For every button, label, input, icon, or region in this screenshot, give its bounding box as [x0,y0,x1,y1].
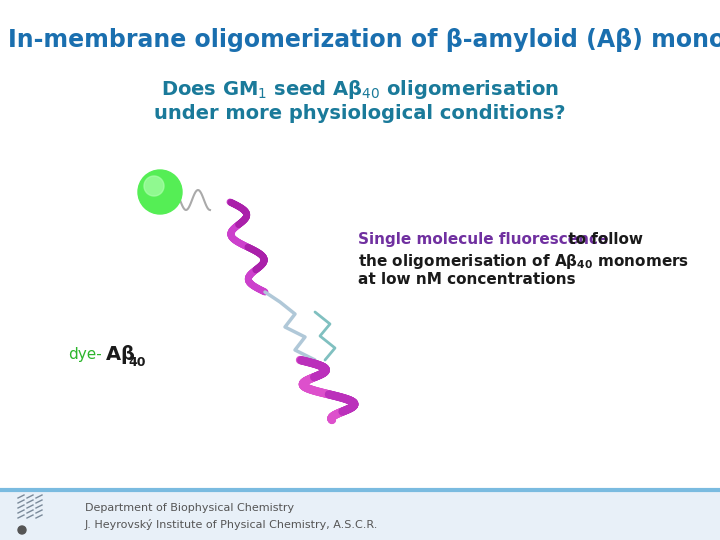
Text: Does GM$_1$ seed Aβ$_{40}$ oligomerisation: Does GM$_1$ seed Aβ$_{40}$ oligomerisati… [161,78,559,101]
Bar [0,491,720,540]
Text: J. Heyrovský Institute of Physical Chemistry, A.S.C.R.: J. Heyrovský Institute of Physical Chemi… [85,518,379,530]
Text: dye-: dye- [68,348,102,362]
Text: at low nM concentrations: at low nM concentrations [358,272,575,287]
Circle shape [138,170,182,214]
Circle shape [18,526,26,534]
Text: to follow: to follow [563,232,643,247]
Text: under more physiological conditions?: under more physiological conditions? [154,104,566,123]
Text: $\mathbf{A\beta}$: $\mathbf{A\beta}$ [105,343,135,367]
Text: the oligomerisation of $\mathbf{A\beta_{40}}$ monomers: the oligomerisation of $\mathbf{A\beta_{… [358,252,689,271]
Text: In-membrane oligomerization of β-amyloid (Aβ) monomers: In-membrane oligomerization of β-amyloid… [8,28,720,52]
Circle shape [144,176,164,196]
Text: 40: 40 [128,355,145,368]
Text: Single molecule fluorescence: Single molecule fluorescence [358,232,608,247]
Text: Department of Biophysical Chemistry: Department of Biophysical Chemistry [85,503,294,513]
